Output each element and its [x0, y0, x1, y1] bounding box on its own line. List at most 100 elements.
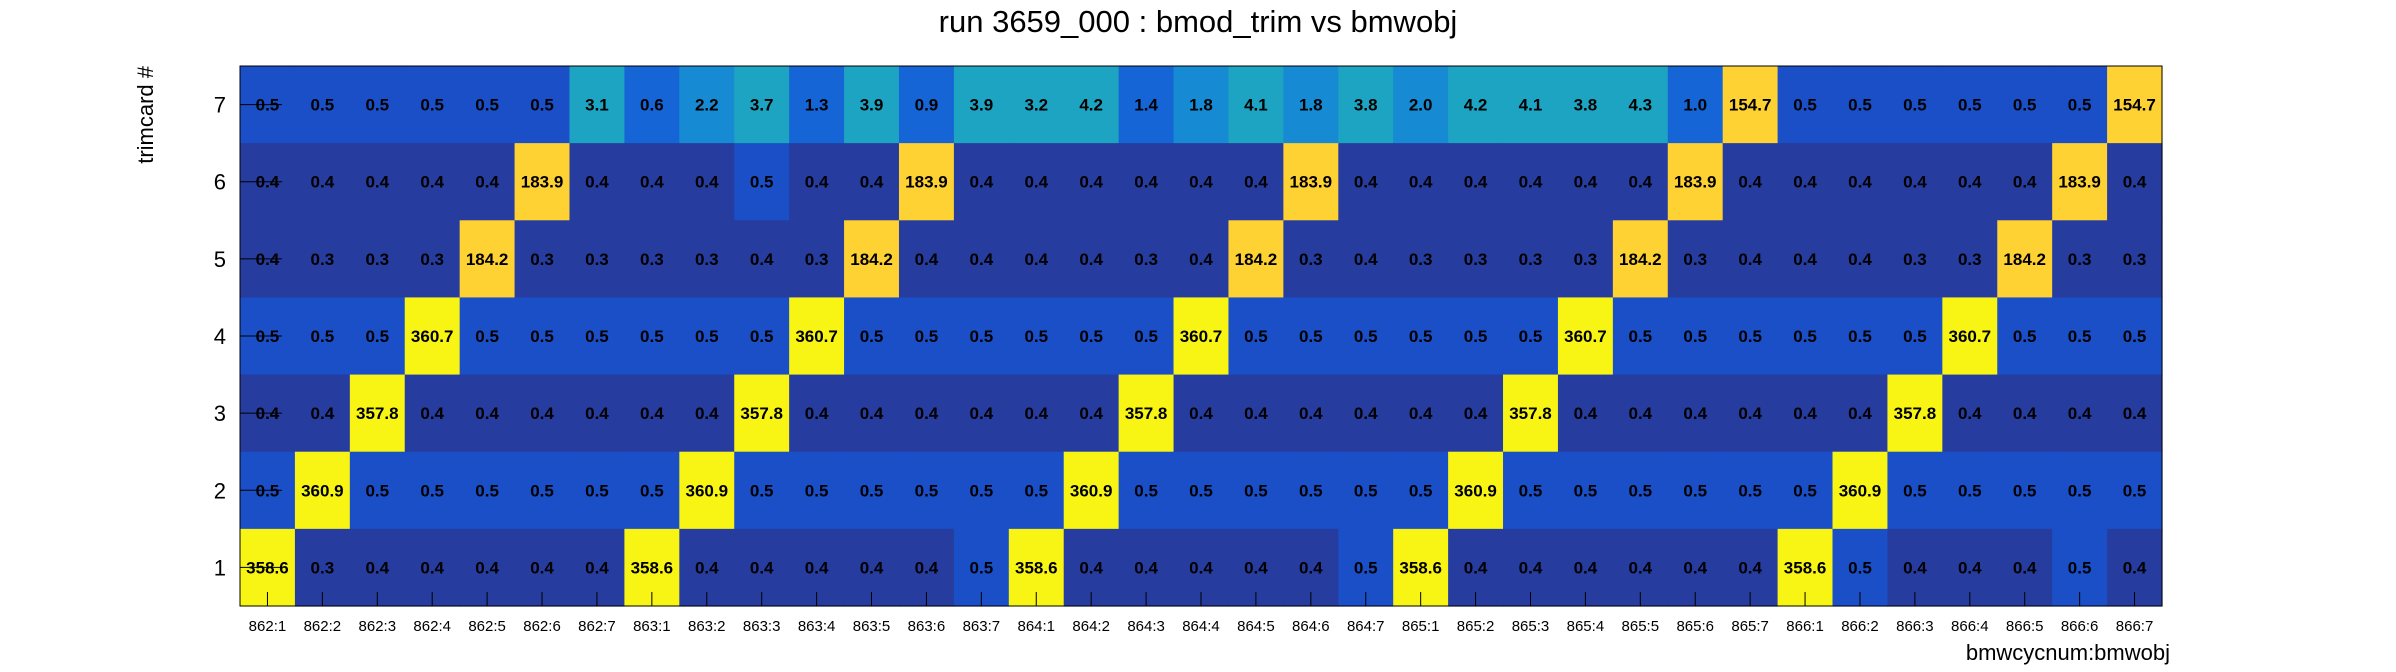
heatmap-cell: [898, 374, 955, 453]
heatmap-cell: [1008, 143, 1065, 221]
x-tick-label: 862:6: [523, 618, 561, 635]
cell-value-label: 0.4: [475, 558, 499, 577]
cell-value-label: 0.5: [585, 481, 609, 500]
cell-value-label: 0.4: [1464, 173, 1488, 192]
heatmap-cell: [2107, 220, 2163, 299]
heatmap-cell: [624, 451, 680, 530]
cell-value-label: 0.4: [750, 558, 774, 577]
cell-value-label: 0.4: [1683, 404, 1707, 423]
cell-value-label: 0.4: [1628, 173, 1652, 192]
x-tick-label: 862:1: [249, 618, 287, 635]
x-tick-label: 862:3: [359, 618, 397, 635]
heatmap-cell: [789, 297, 845, 376]
cell-value-label: 0.5: [915, 327, 939, 346]
cell-value-label: 0.5: [1958, 481, 1982, 500]
cell-value-label: 0.4: [805, 404, 829, 423]
heatmap-cell: [514, 220, 571, 299]
cell-value-label: 0.4: [915, 558, 939, 577]
heatmap-cell: [1228, 297, 1284, 376]
cell-value-label: 3.8: [1354, 96, 1378, 115]
cell-value-label: 0.4: [2123, 558, 2147, 577]
heatmap-cell: [1832, 66, 1889, 144]
heatmap-cell: [1338, 66, 1394, 144]
heatmap-cell: [569, 220, 625, 299]
cell-value-label: 0.5: [1793, 327, 1817, 346]
heatmap-cell: [2052, 297, 2108, 376]
heatmap-cell: [1997, 451, 2053, 530]
cell-value-label: 0.4: [1024, 173, 1048, 192]
cell-value-label: 0.3: [311, 558, 335, 577]
cell-value-label: 0.4: [970, 250, 994, 269]
cell-value-label: 0.3: [1903, 250, 1927, 269]
heatmap-cell: [1393, 374, 1449, 453]
cell-value-label: 0.4: [1189, 250, 1213, 269]
heatmap-cell: [349, 451, 406, 530]
heatmap-cell: [1338, 374, 1394, 453]
cell-value-label: 0.4: [1244, 173, 1268, 192]
cell-value-label: 0.5: [1299, 327, 1323, 346]
x-tick-label: 865:4: [1567, 618, 1605, 635]
cell-value-label: 0.4: [1793, 404, 1817, 423]
heatmap-cell: [1887, 297, 1943, 376]
heatmap-cell: [1118, 297, 1175, 376]
cell-value-label: 0.4: [2013, 558, 2037, 577]
cell-value-label: 0.4: [1903, 173, 1927, 192]
cell-value-label: 0.5: [475, 96, 499, 115]
cell-value-label: 0.4: [1958, 558, 1982, 577]
heatmap-cell: [624, 374, 680, 453]
cell-value-label: 154.7: [2113, 96, 2156, 115]
cell-value-label: 3.9: [970, 96, 994, 115]
heatmap-cell: [1338, 297, 1394, 376]
cell-value-label: 0.5: [1409, 481, 1433, 500]
heatmap-cell: [1722, 451, 1779, 530]
x-tick-label: 866:7: [2116, 618, 2154, 635]
y-tick-label: 4: [214, 324, 226, 349]
cell-value-label: 0.5: [1354, 481, 1378, 500]
cell-value-label: 360.7: [795, 327, 838, 346]
heatmap-cell: [844, 451, 900, 530]
cell-value-label: 0.9: [915, 96, 939, 115]
cell-value-label: 0.4: [2068, 404, 2092, 423]
cell-value-label: 0.4: [695, 173, 719, 192]
heatmap-cell: [898, 66, 955, 144]
x-tick-label: 863:2: [688, 618, 726, 635]
heatmap-cell: [1612, 220, 1669, 299]
heatmap-cell: [569, 451, 625, 530]
heatmap-cell: [2107, 297, 2163, 376]
cell-value-label: 0.4: [1244, 404, 1268, 423]
cell-value-label: 0.5: [1793, 481, 1817, 500]
heatmap-cell: [349, 220, 406, 299]
heatmap-cell: [349, 374, 406, 453]
cell-value-label: 0.5: [365, 327, 389, 346]
cell-value-label: 1.8: [1299, 96, 1323, 115]
heatmap-cell: [404, 66, 461, 144]
cell-value-label: 0.5: [1134, 327, 1158, 346]
cell-value-label: 0.4: [1848, 404, 1872, 423]
chart-title: run 3659_000 : bmod_trim vs bmwobj: [939, 4, 1458, 39]
cell-value-label: 0.5: [1958, 96, 1982, 115]
cell-value-label: 360.7: [411, 327, 454, 346]
heatmap-cell: [1228, 66, 1284, 144]
heatmap-cell: [1173, 143, 1230, 221]
heatmap-cell: [569, 143, 625, 221]
cell-value-label: 0.4: [1354, 173, 1378, 192]
cell-value-label: 0.3: [1134, 250, 1158, 269]
heatmap-cell: [1997, 374, 2053, 453]
heatmap-cell: [1612, 451, 1669, 530]
cell-value-label: 0.4: [2123, 404, 2147, 423]
cell-value-label: 0.5: [915, 481, 939, 500]
x-tick-label: 864:1: [1017, 618, 1055, 635]
cell-value-label: 0.5: [1738, 327, 1762, 346]
heatmap-cell: [514, 374, 571, 453]
heatmap-cell: [294, 66, 351, 144]
x-tick-label: 866:4: [1951, 618, 1989, 635]
cell-value-label: 0.4: [1079, 404, 1103, 423]
heatmap-cell: [1832, 374, 1889, 453]
cell-value-label: 0.4: [860, 558, 884, 577]
cell-value-label: 0.5: [1848, 327, 1872, 346]
cell-value-label: 3.8: [1574, 96, 1598, 115]
heatmap-cell: [1942, 451, 1998, 530]
heatmap-cell: [294, 143, 351, 221]
heatmap-cells: [240, 66, 2163, 607]
x-tick-label: 863:4: [798, 618, 836, 635]
